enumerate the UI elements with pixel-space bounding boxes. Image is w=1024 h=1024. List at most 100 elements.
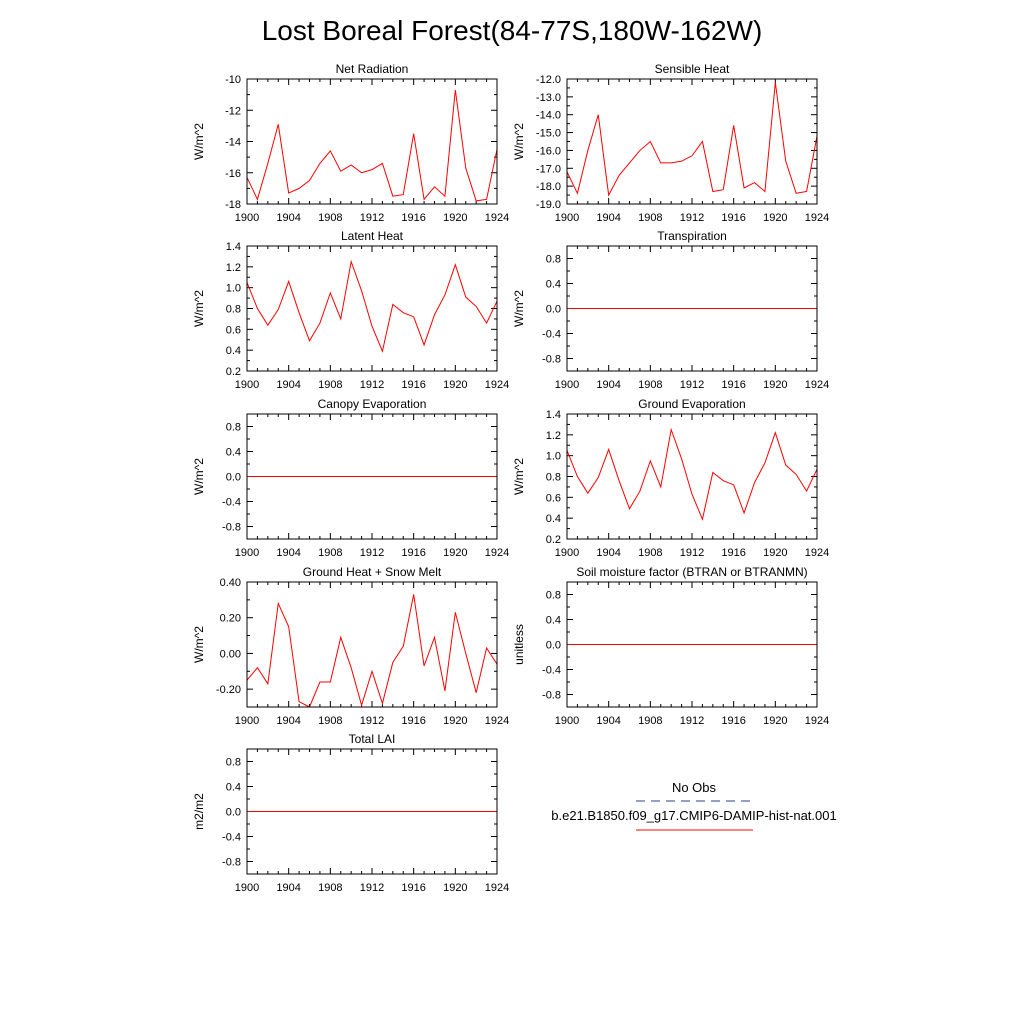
x-tick-label: 1908 — [318, 882, 342, 894]
x-tick-label: 1916 — [401, 379, 425, 391]
panel-sensible-heat: Sensible Heat W/m^2 1900 1904 1908 1912 1916 19… — [512, 62, 829, 224]
y-tick-label: -19.0 — [536, 199, 561, 211]
x-tick-label: 1920 — [443, 379, 467, 391]
x-tick-label: 1916 — [401, 212, 425, 224]
plot-frame — [246, 581, 498, 708]
y-tick-label: 0.00 — [220, 648, 241, 660]
y-axis-label: W/m^2 — [192, 458, 206, 495]
x-tick-label: 1900 — [235, 882, 259, 894]
x-tick-label: 1924 — [485, 379, 509, 391]
y-tick-label: 1.2 — [226, 262, 241, 274]
plot-frame — [246, 78, 498, 205]
plot-frame — [566, 413, 818, 540]
y-tick-label: -0.8 — [542, 690, 561, 702]
y-tick-label: -0.20 — [216, 684, 241, 696]
x-tick-label: 1916 — [721, 379, 745, 391]
legend-model-label: b.e21.B1850.f09_g17.CMIP6-DAMIP-hist-nat… — [551, 808, 836, 823]
x-tick-label: 1908 — [638, 212, 662, 224]
y-tick-label: 0.8 — [546, 590, 561, 602]
y-tick-label: 0.0 — [546, 304, 561, 316]
x-tick-label: 1920 — [443, 715, 467, 727]
x-tick-label: 1908 — [638, 715, 662, 727]
y-axis-label: W/m^2 — [512, 123, 526, 160]
y-tick-label: 0.2 — [226, 366, 241, 378]
series-line — [246, 89, 498, 202]
x-tick-label: 1920 — [763, 212, 787, 224]
y-tick-label: 1.4 — [546, 409, 561, 421]
plot-frame — [246, 413, 498, 540]
legend: No Obs b.e21.B1850.f09_g17.CMIP6-DAMIP-h… — [551, 780, 837, 831]
y-axis-label: m2/m2 — [192, 793, 206, 830]
y-tick-label: -0.8 — [222, 857, 241, 869]
x-tick-label: 1924 — [805, 547, 829, 559]
y-tick-label: -0.8 — [542, 354, 561, 366]
x-tick-label: 1900 — [235, 379, 259, 391]
x-tick-label: 1916 — [401, 882, 425, 894]
plot-frame — [566, 245, 818, 372]
x-tick-label: 1912 — [360, 547, 384, 559]
x-tick-label: 1912 — [360, 715, 384, 727]
y-tick-label: 0.4 — [546, 279, 561, 291]
y-tick-label: 0.4 — [546, 513, 561, 525]
x-tick-label: 1904 — [276, 715, 300, 727]
y-tick-label: -16 — [225, 168, 241, 180]
plot-frame — [566, 581, 818, 708]
y-tick-label: 1.0 — [546, 451, 561, 463]
plot-frame — [246, 245, 498, 372]
x-tick-label: 1900 — [555, 212, 579, 224]
x-tick-label: 1924 — [485, 547, 509, 559]
panel-latent-heat: Latent Heat W/m^2 1900 1904 1908 1912 1916 1920… — [192, 229, 509, 391]
x-tick-label: 1916 — [401, 547, 425, 559]
y-tick-label: 1.4 — [226, 241, 241, 253]
y-tick-label: 1.0 — [226, 283, 241, 295]
panel-title: Soil moisture factor (BTRAN or BTRANMN) — [576, 565, 807, 579]
y-tick-label: 0.8 — [226, 304, 241, 316]
y-axis-label: W/m^2 — [192, 626, 206, 663]
x-tick-label: 1912 — [360, 882, 384, 894]
x-tick-label: 1920 — [443, 212, 467, 224]
y-tick-label: -0.4 — [542, 329, 561, 341]
x-tick-label: 1912 — [680, 547, 704, 559]
y-tick-label: 0.4 — [226, 345, 241, 357]
y-tick-label: 0.4 — [226, 782, 241, 794]
y-tick-label: 0.40 — [220, 577, 241, 589]
plot-frame — [566, 78, 818, 205]
panel-title: Transpiration — [657, 229, 727, 243]
y-tick-label: 0.8 — [546, 254, 561, 266]
panel-soil-moisture-factor-btran-or-btranmn: Soil moisture factor (BTRAN or BTRANMN) u… — [512, 565, 829, 727]
panel-title: Total LAI — [349, 732, 396, 746]
x-tick-label: 1916 — [721, 715, 745, 727]
y-tick-label: -16.0 — [536, 145, 561, 157]
x-tick-label: 1912 — [360, 212, 384, 224]
y-tick-label: 0.2 — [546, 534, 561, 546]
x-tick-label: 1908 — [318, 547, 342, 559]
x-tick-label: 1912 — [360, 379, 384, 391]
panels: Net Radiation W/m^2 1900 1904 1908 1912 1916 19… — [192, 62, 829, 894]
x-tick-label: 1924 — [805, 379, 829, 391]
y-tick-label: 0.6 — [546, 492, 561, 504]
x-tick-label: 1900 — [555, 547, 579, 559]
series-line — [566, 82, 818, 197]
x-tick-label: 1912 — [680, 212, 704, 224]
x-tick-label: 1920 — [763, 379, 787, 391]
x-tick-label: 1904 — [276, 379, 300, 391]
panel-title: Ground Evaporation — [638, 397, 745, 411]
y-tick-label: 0.4 — [226, 447, 241, 459]
y-tick-label: -10 — [225, 74, 241, 86]
y-tick-label: -12 — [225, 105, 241, 117]
y-tick-label: -15.0 — [536, 128, 561, 140]
y-tick-label: -0.8 — [222, 522, 241, 534]
panel-ground-evaporation: Ground Evaporation W/m^2 1900 1904 1908 1912 1… — [512, 397, 829, 559]
y-tick-label: -17.0 — [536, 163, 561, 175]
y-tick-label: -18 — [225, 199, 241, 211]
panel-ground-heat-snow-melt: Ground Heat + Snow Melt W/m^2 1900 1904 1908… — [192, 565, 509, 727]
panel-title: Net Radiation — [336, 62, 409, 76]
y-tick-label: -0.4 — [222, 832, 241, 844]
y-tick-label: 0.0 — [546, 640, 561, 652]
x-tick-label: 1900 — [235, 715, 259, 727]
x-tick-label: 1904 — [596, 715, 620, 727]
x-tick-label: 1908 — [638, 547, 662, 559]
x-tick-label: 1916 — [401, 715, 425, 727]
x-tick-label: 1900 — [555, 379, 579, 391]
